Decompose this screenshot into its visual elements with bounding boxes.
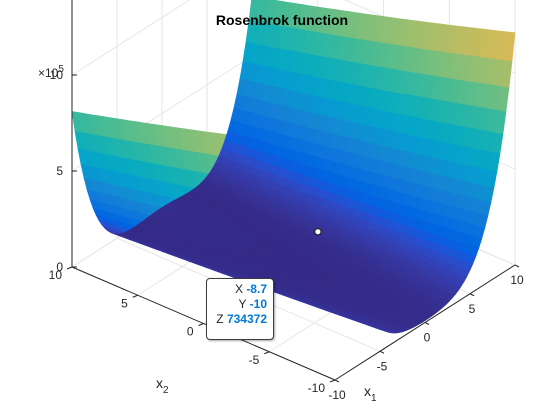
- chart-title: Rosenbrok function: [216, 12, 348, 28]
- x2-tick-label: -5: [249, 353, 260, 367]
- z-tick-label: 10: [50, 68, 64, 82]
- x2-axis-label: x2: [156, 375, 169, 396]
- x1-tick-label: 5: [469, 302, 476, 316]
- x1-tick-label: 10: [510, 273, 524, 287]
- x1-tick-label: -10: [328, 388, 346, 402]
- datatip[interactable]: X -8.7 Y -10 Z 734372: [206, 278, 274, 340]
- datatip-y-row: Y -10: [238, 297, 267, 311]
- datatip-z-row: Z 734372: [216, 312, 267, 326]
- x1-axis-label: x1: [364, 383, 377, 404]
- surface-patch: [245, 19, 258, 44]
- x2-tick-label: 0: [187, 325, 194, 339]
- z-tick-label: 5: [56, 164, 63, 178]
- x2-tick-label: 10: [49, 268, 63, 282]
- x2-tick-label: 5: [121, 296, 128, 310]
- x1-tick-label: 0: [424, 331, 431, 345]
- z-exponent-label: ×105: [38, 64, 64, 80]
- datatip-x-row: X -8.7: [234, 282, 267, 296]
- x2-tick-label: -10: [308, 381, 326, 395]
- datatip-marker[interactable]: [314, 227, 322, 236]
- x1-tick-label: -5: [377, 359, 388, 373]
- z-tick-label: 0: [56, 260, 63, 274]
- surface-plot: [71, 0, 516, 334]
